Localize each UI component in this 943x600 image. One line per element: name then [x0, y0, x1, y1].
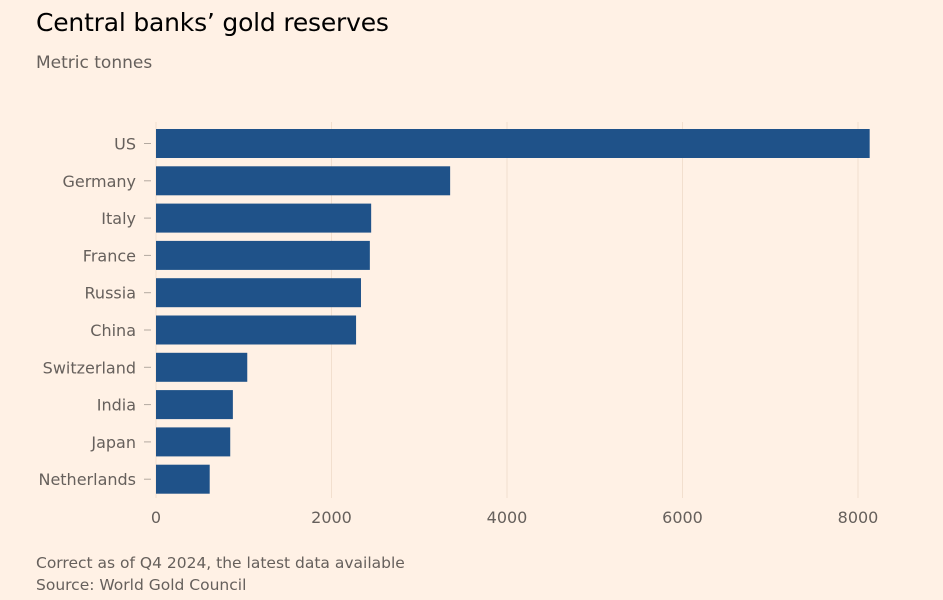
- bar-us: [156, 129, 870, 158]
- bar-japan: [156, 427, 231, 457]
- x-tick-label: 2000: [311, 508, 352, 527]
- category-label: France: [83, 246, 136, 265]
- category-label: Netherlands: [38, 470, 136, 489]
- x-axis-ticks: 0 2000 4000 6000 8000: [151, 508, 878, 527]
- category-labels: US Germany Italy France Russia China Switzerla…: [38, 135, 151, 489]
- category-label: Russia: [85, 284, 136, 303]
- bar-france: [156, 240, 370, 270]
- bars: [156, 129, 870, 494]
- bar-germany: [156, 166, 451, 196]
- category-label: India: [97, 396, 136, 415]
- category-label: China: [90, 321, 136, 340]
- source-note: Source: World Gold Council: [36, 576, 247, 594]
- bar-italy: [156, 203, 372, 233]
- bar-india: [156, 390, 233, 420]
- bar-netherlands: [156, 464, 210, 494]
- x-tick-label: 0: [151, 508, 161, 527]
- chart-subtitle: Metric tonnes: [36, 53, 153, 73]
- x-tick-label: 6000: [662, 508, 703, 527]
- category-label: Germany: [62, 172, 136, 191]
- bar-china: [156, 315, 357, 345]
- chart-title: Central banks’ gold reserves: [36, 8, 389, 37]
- footnote: Correct as of Q4 2024, the latest data a…: [36, 554, 405, 572]
- category-label: US: [114, 135, 136, 154]
- x-tick-label: 4000: [487, 508, 528, 527]
- x-tick-label: 8000: [838, 508, 879, 527]
- bar-russia: [156, 278, 361, 308]
- category-label: Italy: [101, 209, 136, 228]
- category-label: Japan: [90, 433, 136, 452]
- category-label: Switzerland: [43, 358, 136, 377]
- bar-switzerland: [156, 352, 248, 382]
